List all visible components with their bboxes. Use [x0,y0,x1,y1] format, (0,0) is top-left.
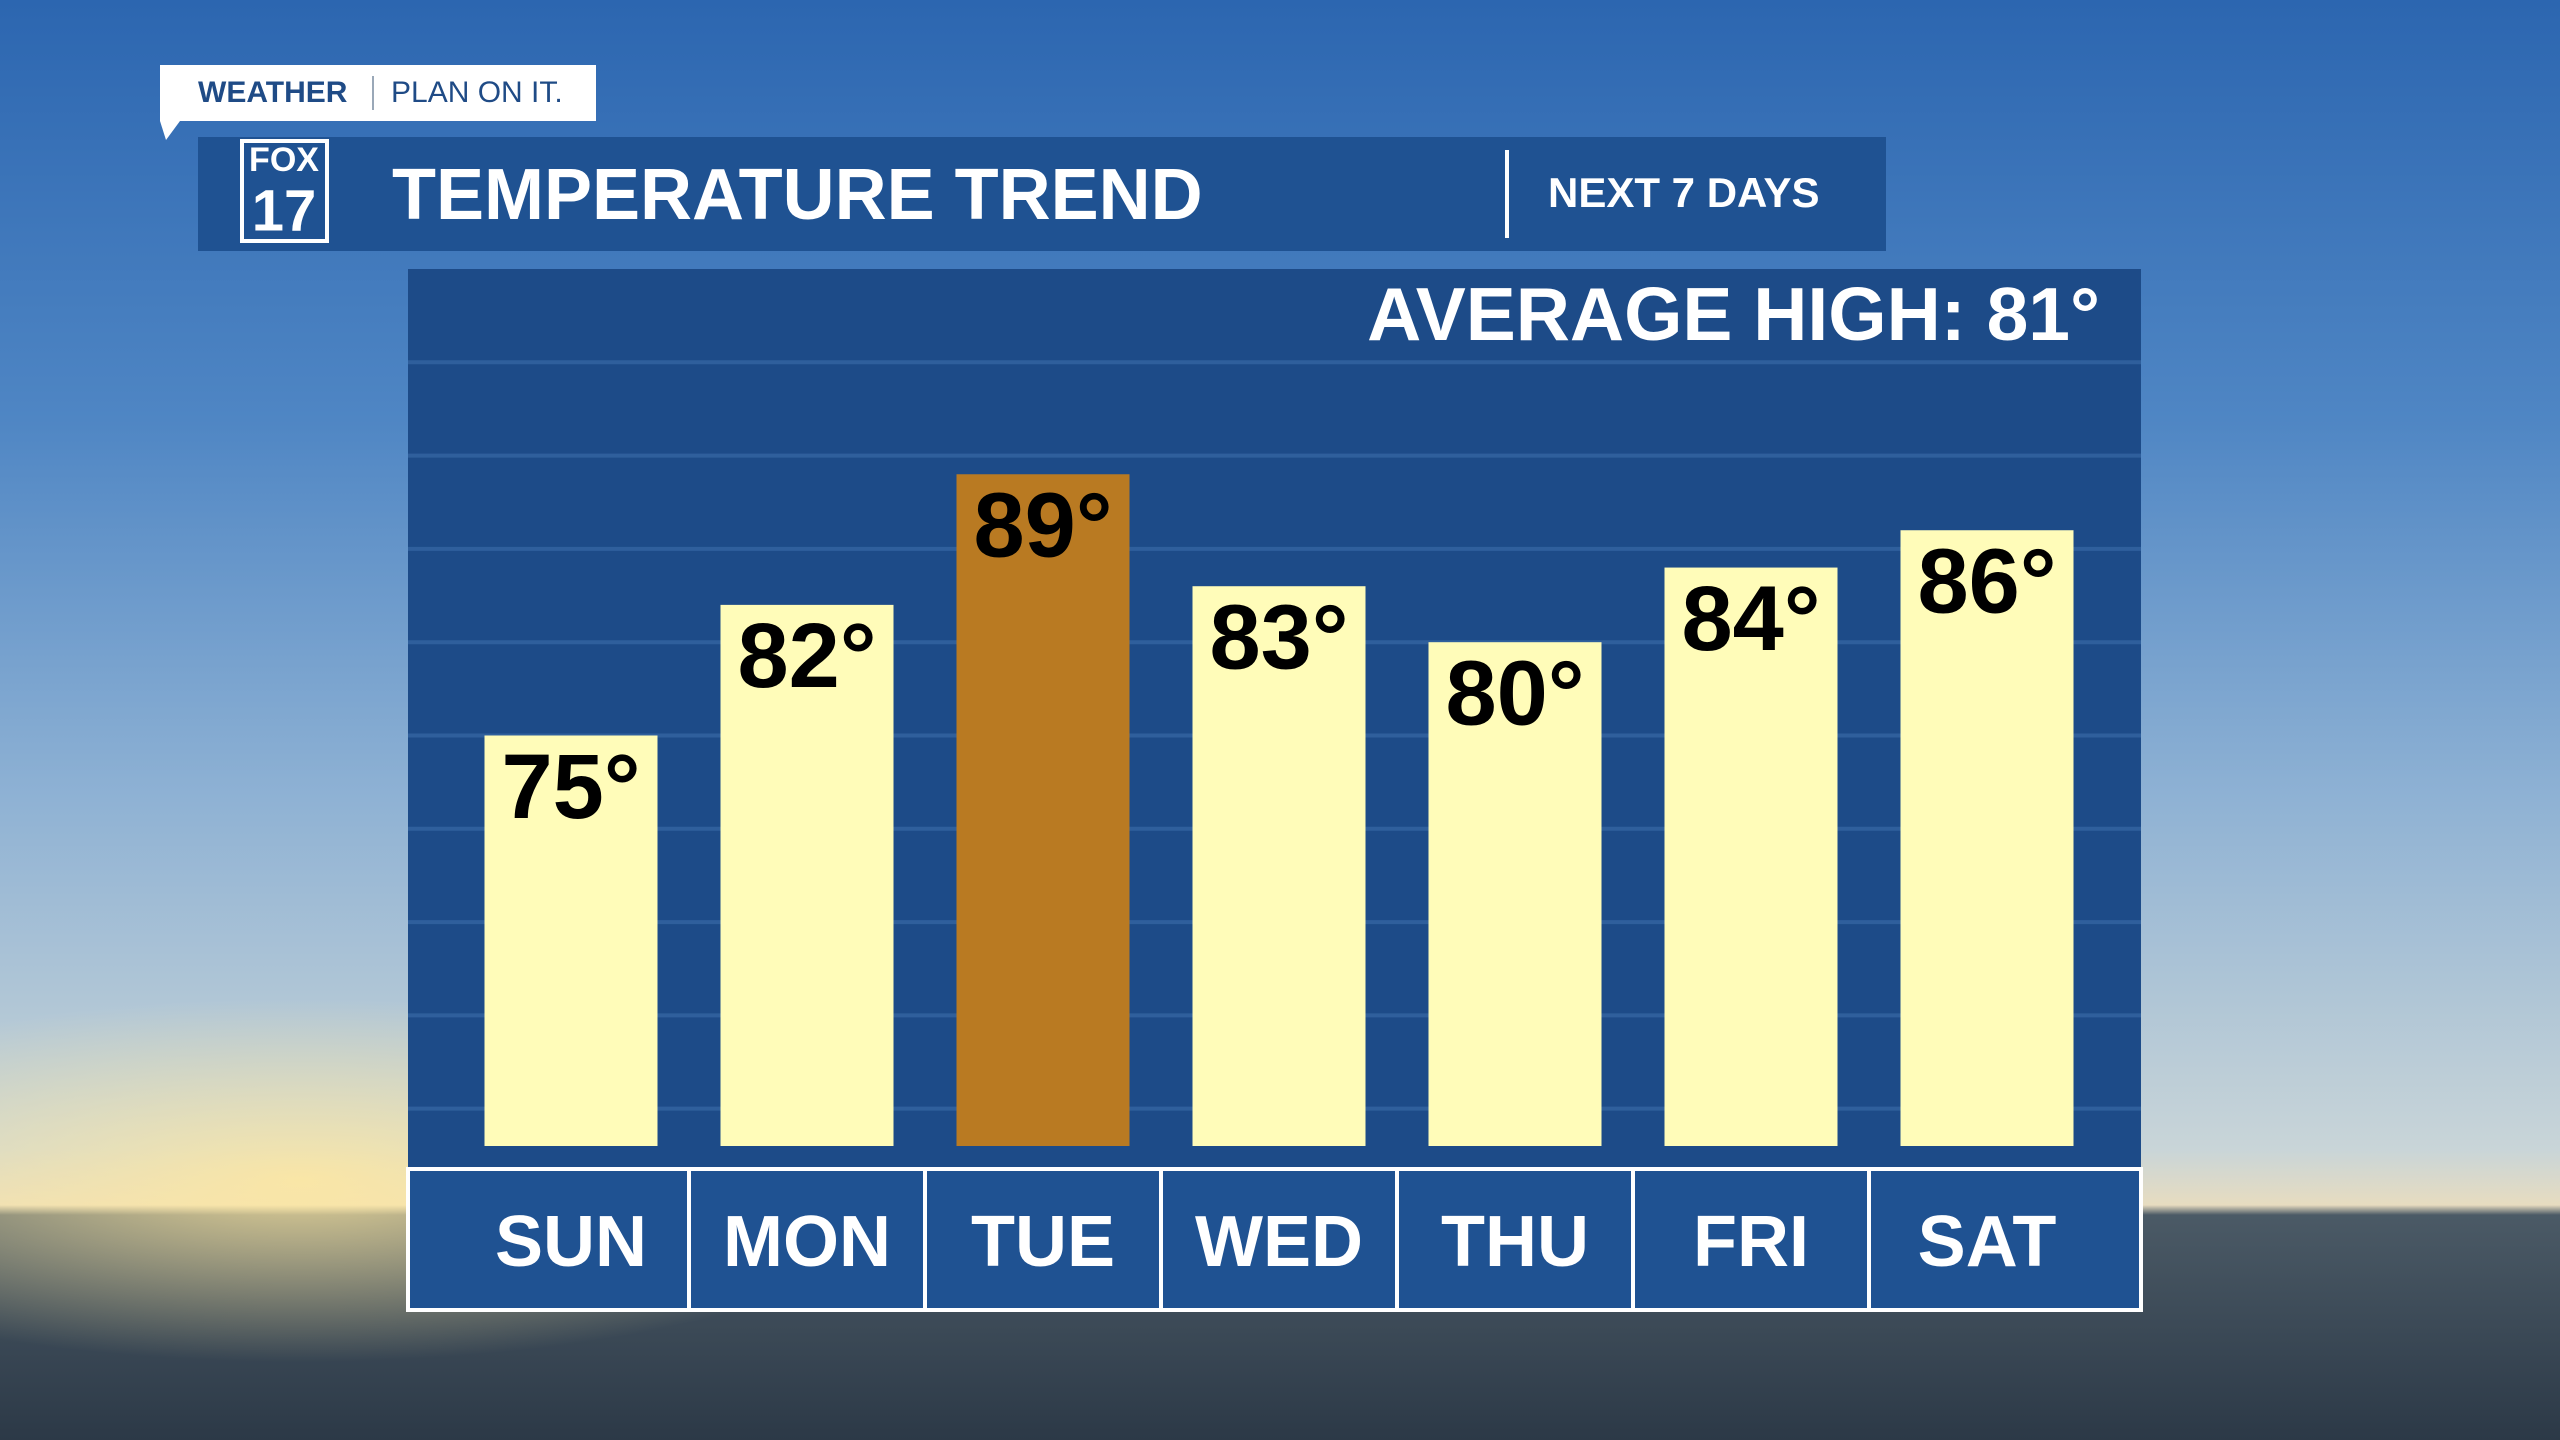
logo-top: FOX [249,141,319,179]
chart-title: TEMPERATURE TREND [392,155,1203,235]
data-label: 86° [1917,531,2056,633]
tag-box [160,65,596,121]
x-tick-label: SAT [1918,1202,2057,1282]
x-tick-label: WED [1195,1202,1363,1282]
data-label: 89° [973,475,1112,577]
data-label: 84° [1681,568,1820,670]
logo-box [240,139,329,243]
x-tick-label: FRI [1693,1202,1809,1282]
bar [1192,586,1366,1146]
data-label: 75° [501,736,640,838]
header-bar [198,137,1886,251]
annotation: AVERAGE HIGH: 81° [1367,272,2100,356]
bar [1900,530,2074,1146]
tag-tail [160,121,180,140]
tag-text: WEATHER [198,76,348,109]
day-row [406,1167,2143,1312]
data-label: 83° [1209,587,1348,689]
chart-subtitle: NEXT 7 DAYS [1548,169,1820,216]
x-tick-label: THU [1441,1202,1589,1282]
bar [484,735,658,1146]
logo-bottom: 17 [252,178,317,243]
bar [1428,642,1602,1146]
x-tick-label: SUN [495,1202,647,1282]
x-tick-label: TUE [971,1202,1115,1282]
data-label: 82° [737,605,876,707]
data-label: 80° [1445,642,1584,744]
bar [1664,567,1838,1146]
x-tick-label: MON [723,1202,891,1282]
tag-slogan: PLAN ON IT. [391,76,563,109]
bar [956,474,1130,1146]
bar [720,604,894,1146]
